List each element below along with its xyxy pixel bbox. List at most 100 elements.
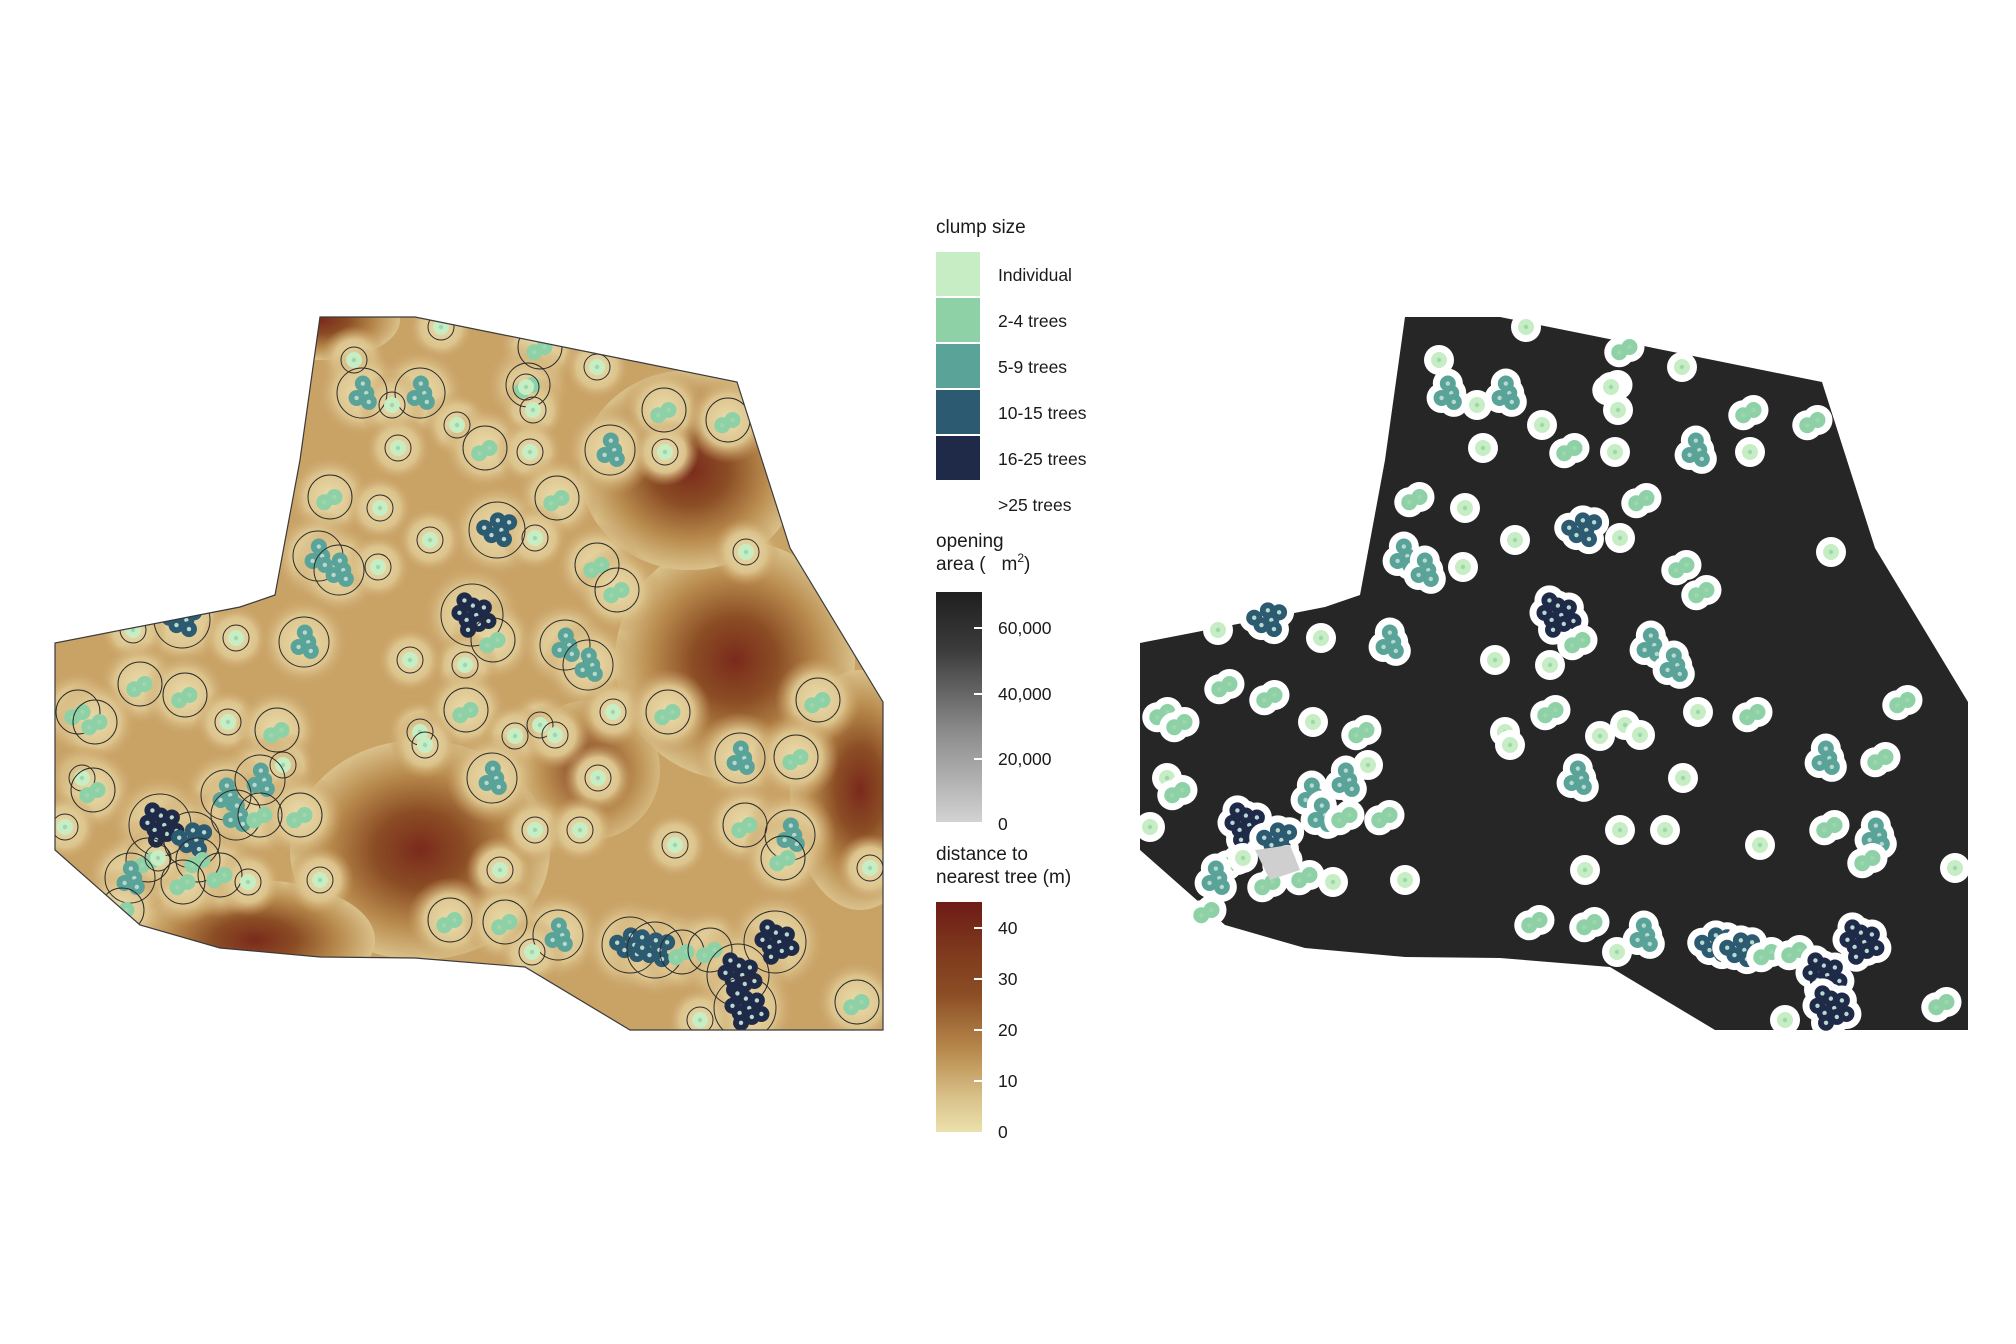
tree-center [730, 1003, 735, 1008]
tree-center [532, 535, 538, 541]
tree-center [1337, 782, 1342, 788]
opening-area-title-unit: m [1001, 554, 1018, 575]
tree-center [1622, 722, 1628, 728]
tree-center [788, 823, 794, 828]
tree-center [233, 635, 239, 641]
tree-center [191, 610, 197, 615]
tree-center [187, 692, 192, 698]
tree-center [1279, 837, 1284, 843]
tree-center [1572, 445, 1577, 451]
tree-center [532, 350, 537, 355]
tree-center [222, 872, 227, 878]
tree-center [310, 558, 315, 564]
tree-center [599, 562, 604, 568]
tree-center [1704, 587, 1709, 593]
swatch-5-9 [936, 344, 980, 388]
tree-center [1393, 648, 1399, 654]
tree-center [1343, 768, 1349, 773]
clump-outline [306, 866, 334, 894]
tree-center [497, 867, 503, 873]
clump-outline [795, 677, 841, 723]
tree-center [1571, 618, 1576, 624]
tree-center [1275, 828, 1281, 833]
tree-center [1566, 605, 1572, 610]
tree-center [145, 820, 150, 825]
tree-center [1297, 878, 1302, 883]
tree-center [1665, 667, 1670, 673]
tree-center [527, 449, 533, 455]
tree-center [1787, 953, 1792, 958]
swatch-2-4 [936, 298, 980, 342]
tree-center [1547, 662, 1553, 668]
clump-outline [482, 899, 528, 945]
clump-outline [55, 689, 101, 735]
right-tree-clumps [1135, 312, 1970, 1038]
clump-outline [427, 317, 455, 341]
tree-center [245, 879, 251, 885]
tree-center [660, 715, 665, 720]
clump-outline [197, 852, 243, 898]
tree-center [1858, 930, 1864, 935]
tree-center [1330, 879, 1336, 885]
tree-center [1870, 855, 1875, 861]
tree-center [1319, 803, 1325, 808]
clump-outline [562, 639, 614, 691]
tree-center [389, 402, 395, 408]
tree-center [552, 732, 558, 738]
tree-center [1582, 925, 1587, 930]
distance-tick-30 [974, 978, 982, 980]
opening-area-title-sup: 2 [1017, 551, 1024, 565]
opening-tick-label-20000: 20,000 [998, 749, 1052, 769]
tree-center [1823, 746, 1829, 751]
clump-outline [834, 979, 880, 1025]
clump-outline [512, 373, 540, 401]
clump-outline [856, 854, 883, 882]
tree-center [1832, 965, 1838, 970]
opening-area-title-line1: opening [936, 531, 1004, 552]
tree-center [1828, 549, 1834, 555]
tree-center [736, 963, 742, 968]
tree-center [1694, 593, 1699, 598]
clump-outline [686, 1006, 714, 1030]
opening-tick-label-40000: 40,000 [998, 684, 1052, 704]
tree-center [1782, 1017, 1788, 1023]
tree-center [662, 449, 668, 455]
tree-center [442, 923, 447, 928]
clump-outline [743, 910, 807, 974]
tree-center [124, 907, 129, 913]
tree-center [62, 824, 68, 830]
tree-center [1492, 657, 1498, 663]
tree-center [664, 940, 670, 945]
tree-center [1732, 952, 1737, 958]
tree-center [1387, 812, 1392, 818]
tree-center [1527, 923, 1532, 928]
tree-center [1853, 954, 1859, 959]
tree-center [1944, 999, 1949, 1005]
distance-title-line2: nearest tree (m) [936, 867, 1072, 888]
tree-center [177, 698, 182, 703]
swatch-label-individual: Individual [998, 265, 1072, 285]
clump-outline [651, 438, 679, 466]
tree-center [1240, 855, 1246, 861]
swatch-over-25 [936, 482, 980, 526]
tree-center [1252, 615, 1257, 620]
tree-center [743, 996, 749, 1001]
tree-center [1741, 413, 1746, 418]
tree-center [1354, 733, 1359, 738]
tree-center [1864, 948, 1870, 954]
tree-center [1512, 537, 1518, 543]
clump-outline [645, 689, 691, 735]
tree-center [1647, 941, 1653, 947]
clump-outline [366, 494, 394, 522]
tree-center [1642, 647, 1647, 653]
tree-center [530, 407, 536, 413]
tree-center [559, 495, 564, 501]
clump-outline [222, 624, 250, 652]
tree-center [1680, 775, 1686, 781]
tree-center [859, 999, 864, 1005]
tree-center [1276, 610, 1282, 615]
clump-outline [277, 792, 323, 838]
tree-center [1235, 808, 1240, 813]
tree-center [302, 630, 308, 635]
